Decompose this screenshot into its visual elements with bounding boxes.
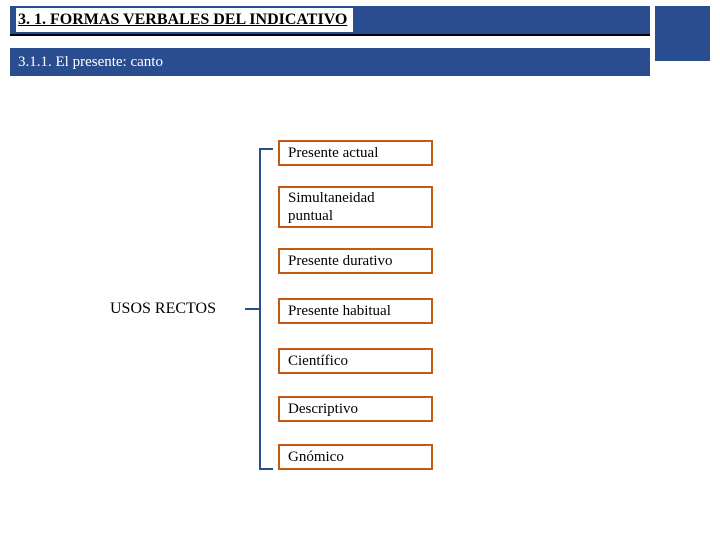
page-title: 3. 1. FORMAS VERBALES DEL INDICATIVO bbox=[16, 8, 353, 31]
root-label: USOS RECTOS bbox=[110, 300, 216, 318]
subtitle-text: 3.1.1. El presente: canto bbox=[18, 54, 163, 71]
bracket-icon bbox=[259, 148, 273, 470]
slide-page: 3. 1. FORMAS VERBALES DEL INDICATIVO 3.1… bbox=[0, 0, 720, 540]
tree-node: Presente habitual bbox=[278, 298, 433, 324]
tree-node: Descriptivo bbox=[278, 396, 433, 422]
title-bar: 3. 1. FORMAS VERBALES DEL INDICATIVO bbox=[10, 6, 650, 36]
corner-block bbox=[655, 6, 710, 61]
bracket-tail-icon bbox=[245, 308, 259, 310]
tree-node: Presente actual bbox=[278, 140, 433, 166]
tree-node: Simultaneidad puntual bbox=[278, 186, 433, 228]
subtitle-bar: 3.1.1. El presente: canto bbox=[10, 48, 650, 76]
tree-node: Científico bbox=[278, 348, 433, 374]
tree-node: Presente durativo bbox=[278, 248, 433, 274]
tree-node: Gnómico bbox=[278, 444, 433, 470]
